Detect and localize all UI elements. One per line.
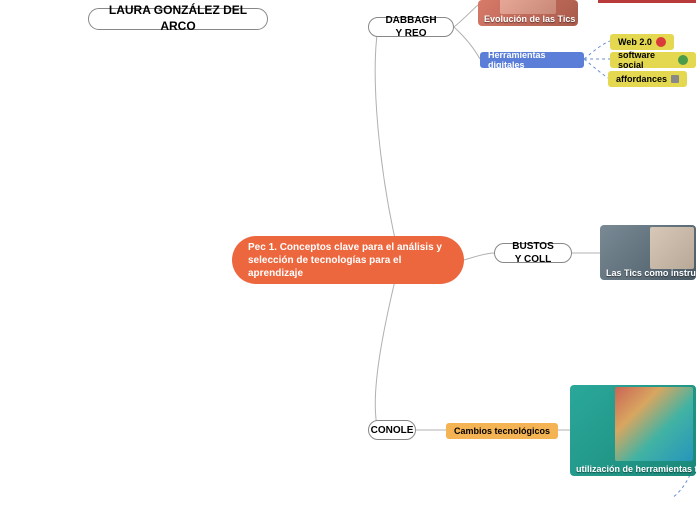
partial-red-box bbox=[598, 0, 696, 3]
node-conole[interactable]: CONOLE bbox=[368, 420, 416, 440]
tag-cambios[interactable]: Cambios tecnológicos bbox=[446, 423, 558, 439]
img-tics-instrum[interactable]: Las Tics como instrum bbox=[600, 225, 696, 280]
caption-evolucion: Evolución de las Tics bbox=[478, 12, 578, 26]
node-herramientas[interactable]: Herramientas digitales bbox=[480, 52, 584, 68]
caption-utilizacion: utilización de herramientas tec bbox=[570, 462, 696, 476]
caption-tics-instrum: Las Tics como instrum bbox=[600, 266, 696, 280]
center-topic[interactable]: Pec 1. Conceptos clave para el análisis … bbox=[232, 236, 464, 284]
node-dabbagh[interactable]: DABBAGH Y REO bbox=[368, 17, 454, 37]
globe-icon bbox=[678, 55, 688, 65]
tag-web20[interactable]: Web 2.0 bbox=[610, 34, 674, 50]
youtube-icon bbox=[656, 37, 666, 47]
tag-software-social[interactable]: software social bbox=[610, 52, 696, 68]
author-title: LAURA GONZÁLEZ DEL ARCO bbox=[88, 8, 268, 30]
tag-web20-label: Web 2.0 bbox=[618, 37, 652, 47]
img-utilizacion[interactable]: utilización de herramientas tec bbox=[570, 385, 696, 476]
tag-affordances-label: affordances bbox=[616, 74, 667, 84]
menu-icon bbox=[671, 75, 679, 83]
tag-software-label: software social bbox=[618, 50, 674, 70]
tag-affordances[interactable]: affordances bbox=[608, 71, 687, 87]
node-bustos[interactable]: BUSTOS Y COLL bbox=[494, 243, 572, 263]
img-evolucion-tics[interactable]: Evolución de las Tics bbox=[478, 0, 578, 26]
